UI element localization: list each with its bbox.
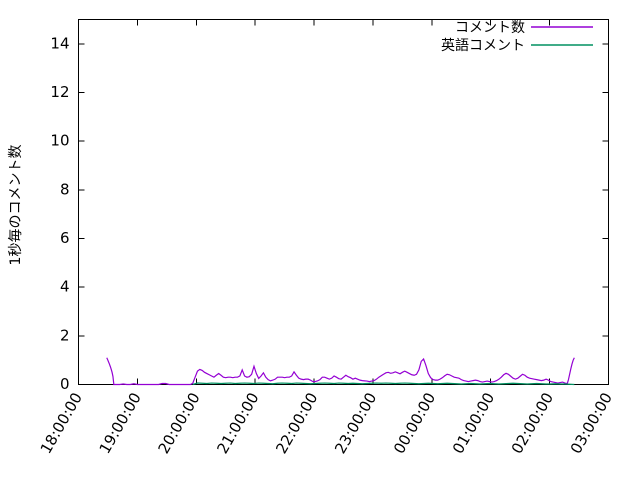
- y-tick-label: 4: [60, 278, 70, 296]
- x-tick-label: 20:00:00: [154, 390, 203, 457]
- legend-label-2: 英語コメント: [441, 37, 525, 54]
- y-axis-title: 1秒毎のコメント数: [8, 145, 24, 266]
- y-tick-label: 2: [60, 326, 70, 344]
- legend-label-1: コメント数: [455, 20, 525, 36]
- y-tick-label: 6: [60, 229, 70, 247]
- y-tick-label: 14: [50, 34, 69, 52]
- y-tick-label: 10: [50, 132, 69, 150]
- y-tick-label: 0: [60, 375, 70, 393]
- x-tick-label: 18:00:00: [37, 390, 86, 457]
- x-tick-label: 21:00:00: [213, 390, 262, 457]
- x-tick-label: 19:00:00: [96, 390, 145, 457]
- plot-frame: [78, 19, 609, 385]
- y-tick-label: 12: [50, 83, 69, 101]
- y-axis-ticks: 0 2 4 6 8 10 12 14: [50, 34, 609, 393]
- y-tick-label: 8: [60, 180, 70, 198]
- x-tick-label: 01:00:00: [449, 390, 498, 457]
- series-lines: [106, 357, 575, 386]
- x-tick-label: 00:00:00: [390, 390, 439, 457]
- x-axis-ticks: 18:00:00 19:00:00 20:00:00 21:00:00 22:00:00…: [37, 19, 616, 457]
- x-tick-label: 22:00:00: [272, 390, 321, 457]
- x-tick-label: 23:00:00: [331, 390, 380, 457]
- x-tick-label: 03:00:00: [567, 390, 616, 457]
- series-line-2: [192, 382, 575, 386]
- x-tick-label: 02:00:00: [508, 390, 557, 457]
- series-line-1: [106, 357, 575, 386]
